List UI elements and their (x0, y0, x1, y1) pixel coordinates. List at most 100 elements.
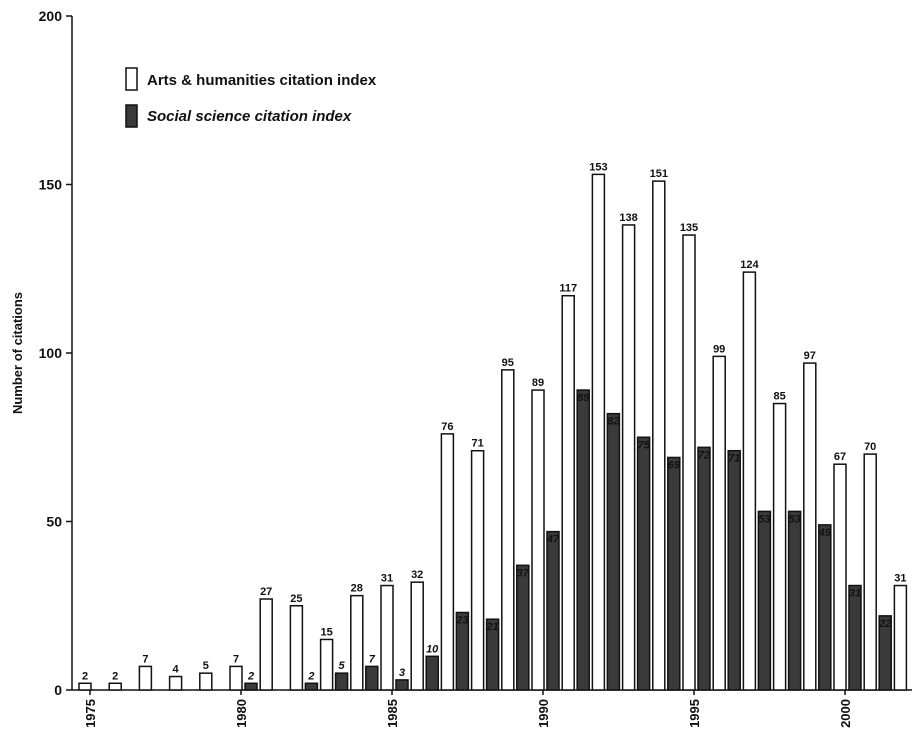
bar-social-science (606, 412, 621, 691)
x-tick-label: 1985 (385, 699, 400, 728)
bar-social-science (787, 510, 802, 691)
bar-arts-humanities (380, 584, 394, 691)
bar-arts-humanities (470, 449, 485, 691)
legend: Arts & humanities citation index Social … (125, 67, 377, 128)
bar-arts-humanities (350, 594, 364, 691)
data-label-social: 22 (878, 618, 891, 630)
bar-arts-humanities (652, 180, 666, 691)
y-tick-label: 100 (39, 345, 63, 361)
x-tick-label: 1990 (536, 699, 551, 728)
y-tick-label: 200 (39, 8, 63, 24)
data-label-arts: 89 (532, 377, 544, 389)
bar-social-science (244, 682, 258, 691)
bar-social-science (636, 436, 651, 691)
data-label-arts: 117 (559, 283, 577, 295)
legend-label-arts: Arts & humanities citation index (147, 72, 377, 89)
data-label-arts: 31 (894, 573, 906, 585)
bar-arts-humanities (289, 605, 304, 691)
bar-social-science (757, 510, 772, 691)
y-tick-label: 0 (54, 682, 62, 698)
y-tick-label: 50 (46, 514, 62, 530)
data-label-arts: 85 (773, 391, 785, 403)
bar-social-science (485, 618, 500, 691)
data-label-social: 37 (517, 567, 530, 579)
data-label-social: 53 (788, 513, 800, 525)
data-label-social: 69 (668, 459, 681, 471)
bar-social-science (395, 679, 409, 691)
bar-arts-humanities (138, 665, 153, 691)
data-label-social: 10 (426, 643, 439, 655)
bar-social-science (304, 682, 319, 691)
data-label-arts: 135 (680, 222, 698, 234)
y-tick-label: 150 (39, 177, 63, 193)
bar-social-science (425, 655, 439, 691)
data-label-arts: 70 (864, 441, 876, 453)
data-label-arts: 153 (589, 161, 607, 173)
data-label-social: 2 (247, 670, 254, 682)
data-label-arts: 7 (233, 653, 239, 665)
bar-social-science (455, 611, 470, 691)
bar-arts-humanities (229, 665, 243, 691)
data-label-arts: 151 (650, 168, 668, 180)
data-label-social: 49 (818, 527, 832, 539)
legend-label-social: Social science citation index (147, 108, 352, 125)
data-label-arts: 15 (320, 626, 332, 638)
bar-arts-humanities (319, 638, 334, 691)
data-label-arts: 99 (713, 343, 725, 355)
data-label-social: 72 (698, 449, 710, 461)
data-label-social: 23 (455, 614, 468, 626)
data-label-arts: 27 (260, 586, 272, 598)
y-axis-label: Number of citations (10, 292, 25, 414)
bar-arts-humanities (199, 672, 213, 691)
data-label-arts: 25 (290, 593, 302, 605)
bar-social-science (516, 564, 530, 691)
data-label-arts: 31 (381, 573, 393, 585)
data-label-social: 5 (339, 660, 346, 672)
x-tick-label: 1995 (687, 699, 702, 728)
bar-arts-humanities (893, 584, 908, 691)
data-label-arts: 32 (411, 569, 423, 581)
bar-arts-humanities (410, 581, 424, 691)
data-label-social: 47 (546, 534, 560, 546)
bar-social-science (697, 446, 711, 691)
bar-social-science (878, 615, 892, 691)
legend-swatch-social (125, 104, 138, 128)
data-label-social: 75 (637, 439, 650, 451)
bar-social-science (546, 530, 560, 691)
bar-social-science (848, 584, 862, 691)
bar-arts-humanities (501, 369, 515, 691)
bar-arts-humanities (108, 682, 122, 691)
bar-arts-humanities (772, 402, 787, 691)
bar-arts-humanities (440, 433, 455, 691)
bar-arts-humanities (78, 682, 92, 691)
data-label-social: 7 (369, 653, 376, 665)
data-label-social: 89 (577, 392, 590, 404)
x-ticks: 1975 1980 1985 1990 1995 2000 (83, 690, 853, 728)
bar-arts-humanities (591, 173, 606, 691)
bar-arts-humanities (863, 453, 877, 691)
bar-arts-humanities (259, 598, 273, 691)
data-label-arts: 95 (502, 357, 514, 369)
x-tick-label: 2000 (838, 699, 853, 728)
data-label-arts: 97 (804, 350, 816, 362)
data-label-arts: 67 (834, 451, 846, 463)
data-label-arts: 4 (173, 664, 180, 676)
data-label-arts: 71 (471, 438, 483, 450)
bar-social-science (365, 665, 379, 691)
bar-social-science (576, 389, 590, 691)
bar-social-science (334, 672, 349, 691)
bar-arts-humanities (803, 362, 817, 691)
data-label-social: 3 (399, 667, 405, 679)
data-label-arts: 2 (82, 670, 88, 682)
bar-arts-humanities (742, 271, 757, 691)
bar-arts-humanities (682, 234, 696, 691)
data-label-arts: 76 (441, 421, 453, 433)
bar-arts-humanities (531, 389, 545, 691)
legend-swatch-arts (125, 67, 138, 91)
bar-social-science (818, 524, 832, 691)
data-label-arts: 7 (142, 653, 148, 665)
bar-arts-humanities (833, 463, 847, 691)
bar-social-science (667, 456, 681, 691)
